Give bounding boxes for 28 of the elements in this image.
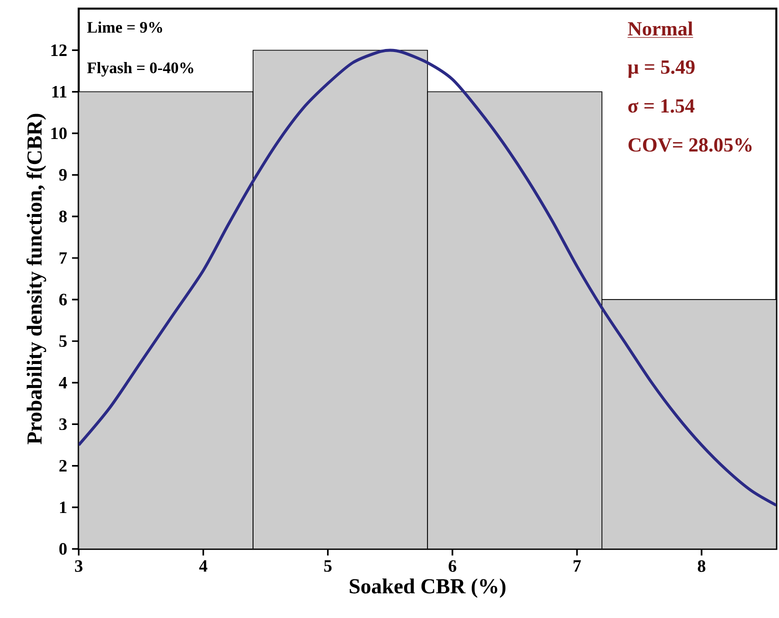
y-tick-label: 10: [51, 127, 67, 140]
x-tick-label: 4: [199, 560, 208, 572]
annotation: Normal: [628, 21, 693, 36]
annotation: COV= 28.05%: [628, 138, 752, 152]
x-tick-label: 5: [324, 560, 332, 572]
y-tick-label: 12: [51, 44, 67, 56]
annotation: Lime = 9%: [87, 21, 162, 33]
y-tick-label: 5: [59, 335, 67, 347]
annotation: Flyash = 0-40%: [87, 62, 194, 76]
x-tick-label: 7: [574, 560, 581, 572]
x-tick-label: 8: [698, 560, 706, 572]
line-series: [78, 48, 776, 507]
annotation: σ = 1.54: [628, 99, 694, 113]
y-tick-label: 6: [59, 294, 67, 306]
y-axis-title: Probability density function, f(CBR): [26, 114, 46, 444]
x-tick-label: 6: [448, 560, 456, 572]
y-tick-label: 3: [59, 418, 67, 430]
y-tick-label: 0: [59, 542, 67, 555]
y-tick-label: 8: [59, 210, 67, 222]
x-tick-label: 3: [75, 560, 82, 572]
y-tick-label: 1: [60, 501, 66, 513]
annotation: μ = 5.49: [628, 60, 695, 78]
x-axis-title: Soaked CBR (%): [350, 578, 506, 598]
y-tick-label: 9: [59, 168, 67, 181]
y-tick-label: 4: [58, 376, 68, 388]
y-tick-label: 7: [60, 252, 67, 264]
y-tick-label: 2: [59, 460, 67, 472]
y-tick-label: 11: [52, 86, 66, 98]
